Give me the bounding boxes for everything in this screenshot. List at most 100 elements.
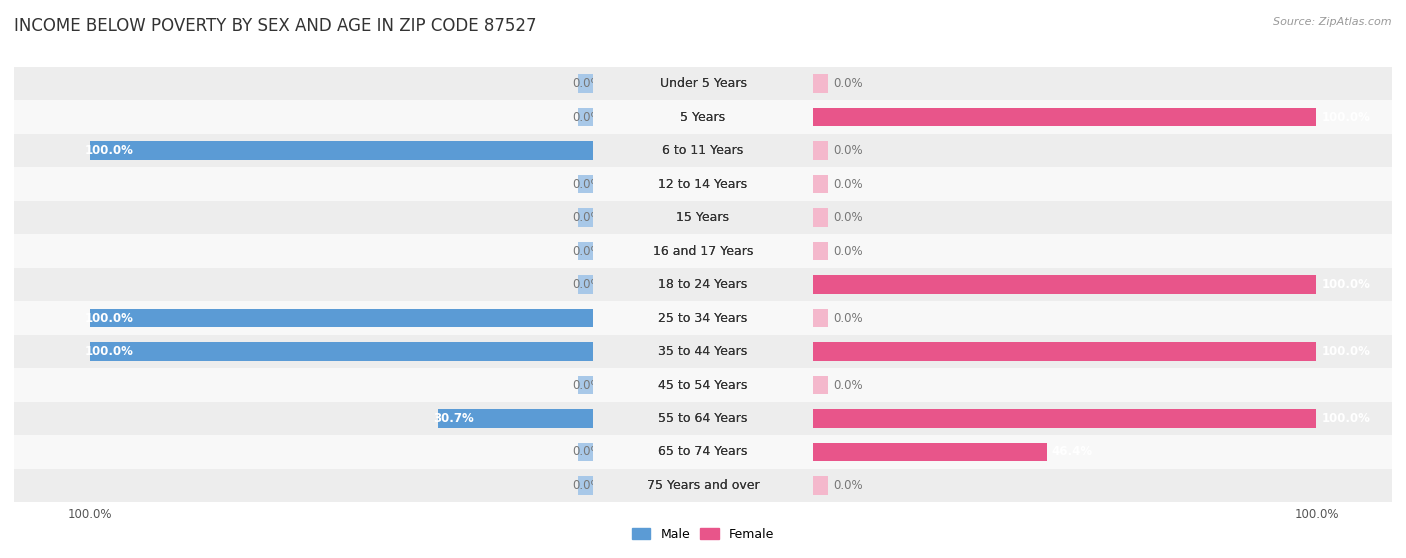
Bar [593, 268, 813, 301]
Bar [813, 368, 1392, 402]
Bar [593, 435, 813, 469]
Bar [593, 100, 813, 134]
Text: 0.0%: 0.0% [572, 110, 602, 124]
Text: 0.0%: 0.0% [572, 378, 602, 392]
Text: 100.0%: 100.0% [84, 345, 134, 358]
Bar [813, 108, 1316, 126]
Text: 45 to 54 Years: 45 to 54 Years [658, 378, 748, 392]
Bar [813, 74, 828, 93]
Bar [14, 67, 593, 100]
Text: 16 and 17 Years: 16 and 17 Years [652, 244, 754, 258]
Text: 0.0%: 0.0% [572, 278, 602, 291]
Text: 5 Years: 5 Years [681, 110, 725, 124]
Text: 16 and 17 Years: 16 and 17 Years [652, 244, 754, 258]
Text: Source: ZipAtlas.com: Source: ZipAtlas.com [1274, 17, 1392, 27]
Text: 0.0%: 0.0% [572, 479, 602, 492]
Text: 18 to 24 Years: 18 to 24 Years [658, 278, 748, 291]
Bar [578, 376, 593, 394]
Text: 0.0%: 0.0% [834, 177, 863, 191]
Bar [593, 301, 813, 335]
Text: 0.0%: 0.0% [572, 211, 602, 224]
Bar [593, 134, 813, 167]
Text: 55 to 64 Years: 55 to 64 Years [658, 412, 748, 425]
Bar [593, 368, 813, 402]
Text: 100.0%: 100.0% [1322, 278, 1371, 291]
Text: 0.0%: 0.0% [834, 244, 863, 258]
Text: 6 to 11 Years: 6 to 11 Years [662, 144, 744, 157]
Bar [593, 234, 813, 268]
Bar [813, 443, 1046, 461]
Bar [813, 301, 1392, 335]
Bar [813, 242, 828, 260]
Text: 0.0%: 0.0% [572, 77, 602, 90]
Bar [593, 335, 813, 368]
Bar [813, 208, 828, 227]
Text: 0.0%: 0.0% [572, 177, 602, 191]
Bar [813, 67, 1392, 100]
Bar [14, 402, 593, 435]
Bar [593, 402, 813, 435]
Bar [813, 276, 1316, 294]
Text: 0.0%: 0.0% [834, 144, 863, 157]
Bar [813, 167, 1392, 201]
Text: 35 to 44 Years: 35 to 44 Years [658, 345, 748, 358]
Bar [14, 301, 593, 335]
Text: 25 to 34 Years: 25 to 34 Years [658, 311, 748, 325]
Text: 100.0%: 100.0% [1322, 345, 1371, 358]
Text: Under 5 Years: Under 5 Years [659, 77, 747, 90]
Text: 0.0%: 0.0% [572, 244, 602, 258]
Text: 75 Years and over: 75 Years and over [647, 479, 759, 492]
Text: 12 to 14 Years: 12 to 14 Years [658, 177, 748, 191]
Bar [593, 268, 813, 301]
Text: 65 to 74 Years: 65 to 74 Years [658, 445, 748, 459]
Bar [14, 234, 593, 268]
Text: 25 to 34 Years: 25 to 34 Years [658, 311, 748, 325]
Bar [813, 410, 1316, 427]
Bar [578, 242, 593, 260]
Bar [813, 342, 1316, 360]
Text: 5 Years: 5 Years [681, 110, 725, 124]
Bar [90, 309, 593, 327]
Bar [813, 175, 828, 193]
Text: 0.0%: 0.0% [834, 378, 863, 392]
Bar [578, 443, 593, 461]
Bar [593, 167, 813, 201]
Bar [14, 469, 593, 502]
Bar [578, 276, 593, 294]
Bar [593, 301, 813, 335]
Bar [593, 435, 813, 469]
Bar [593, 201, 813, 234]
Bar [14, 335, 593, 368]
Bar [593, 201, 813, 234]
Legend: Male, Female: Male, Female [627, 523, 779, 546]
Text: 15 Years: 15 Years [676, 211, 730, 224]
Bar [593, 167, 813, 201]
Text: 45 to 54 Years: 45 to 54 Years [658, 378, 748, 392]
Text: 0.0%: 0.0% [834, 311, 863, 325]
Text: 0.0%: 0.0% [572, 445, 602, 459]
Bar [593, 67, 813, 100]
Text: 75 Years and over: 75 Years and over [647, 479, 759, 492]
Bar [14, 435, 593, 469]
Bar [813, 477, 828, 495]
Bar [578, 477, 593, 495]
Text: 0.0%: 0.0% [834, 479, 863, 492]
Bar [813, 201, 1392, 234]
Bar [813, 309, 828, 327]
Text: 55 to 64 Years: 55 to 64 Years [658, 412, 748, 425]
Bar [813, 435, 1392, 469]
Bar [14, 368, 593, 402]
Text: 65 to 74 Years: 65 to 74 Years [658, 445, 748, 459]
Text: 6 to 11 Years: 6 to 11 Years [662, 144, 744, 157]
Bar [14, 100, 593, 134]
Bar [578, 74, 593, 93]
Bar [813, 469, 1392, 502]
Bar [593, 134, 813, 167]
Bar [813, 234, 1392, 268]
Text: 100.0%: 100.0% [1322, 412, 1371, 425]
Text: 12 to 14 Years: 12 to 14 Years [658, 177, 748, 191]
Bar [578, 175, 593, 193]
Bar [14, 134, 593, 167]
Text: 100.0%: 100.0% [84, 144, 134, 157]
Bar [593, 368, 813, 402]
